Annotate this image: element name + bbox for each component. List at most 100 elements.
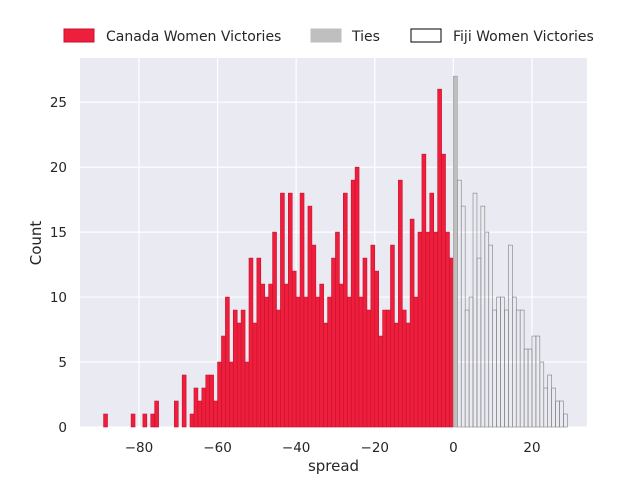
histogram-bar bbox=[386, 309, 391, 428]
histogram-bar bbox=[405, 322, 411, 428]
histogram-bar bbox=[350, 179, 356, 428]
series-1-bars bbox=[453, 75, 458, 428]
x-axis-label: spread bbox=[308, 457, 359, 475]
histogram-bar bbox=[252, 322, 258, 428]
histogram-bar bbox=[401, 309, 407, 428]
grid-lines bbox=[80, 58, 587, 428]
histogram-bar bbox=[441, 153, 446, 428]
y-tick-label: 25 bbox=[50, 95, 67, 111]
histogram-bar bbox=[362, 257, 368, 428]
histogram-bar bbox=[299, 192, 305, 428]
histogram-bar bbox=[366, 309, 372, 428]
histogram-bar bbox=[315, 296, 321, 428]
histogram-bar bbox=[272, 231, 277, 428]
histogram-bar bbox=[193, 387, 199, 428]
x-tick-label: 0 bbox=[449, 440, 458, 456]
histogram-bar bbox=[335, 231, 340, 428]
x-tick-label: −20 bbox=[361, 440, 390, 456]
histogram-bar bbox=[291, 270, 297, 428]
histogram-bar bbox=[213, 400, 218, 428]
histogram-bar bbox=[311, 244, 317, 428]
histogram-bar bbox=[453, 75, 458, 428]
histogram-bar bbox=[327, 296, 332, 428]
histogram-bar bbox=[280, 192, 285, 428]
y-tick-label: 15 bbox=[50, 225, 67, 241]
x-tick-label: −60 bbox=[203, 440, 232, 456]
histogram-bar bbox=[394, 322, 399, 428]
x-tick-labels: −80 −60 −40 −20 0 20 bbox=[125, 440, 541, 456]
histogram-bar bbox=[225, 296, 230, 428]
histogram-bar bbox=[323, 322, 328, 428]
histogram-bar bbox=[197, 400, 203, 428]
legend-swatch-ties bbox=[310, 28, 342, 43]
histogram-bar bbox=[433, 231, 438, 428]
histogram-bar bbox=[417, 231, 423, 428]
histogram-bar bbox=[295, 296, 301, 428]
histogram-bar bbox=[370, 244, 376, 428]
histogram-bar bbox=[256, 257, 262, 428]
legend-swatch-canada bbox=[63, 28, 95, 43]
histogram-bar bbox=[205, 374, 210, 428]
histogram-bar bbox=[343, 192, 348, 428]
histogram-bar bbox=[445, 231, 450, 428]
histogram-bar bbox=[398, 179, 403, 428]
histogram-bar bbox=[236, 322, 242, 428]
histogram-bar bbox=[449, 257, 454, 428]
histogram-bar bbox=[209, 374, 214, 428]
histogram-bar bbox=[150, 413, 155, 428]
histogram-bar bbox=[189, 413, 195, 428]
histogram-bar bbox=[244, 361, 250, 428]
histogram-bar bbox=[240, 309, 246, 428]
series-2-bars bbox=[457, 179, 568, 428]
histogram-bars bbox=[103, 75, 568, 428]
legend-label-canada: Canada Women Victories bbox=[106, 29, 281, 45]
histogram-bar bbox=[103, 413, 108, 428]
histogram-bar bbox=[307, 205, 313, 428]
histogram-bar bbox=[154, 400, 159, 428]
legend: Canada Women Victories Ties Fiji Women V… bbox=[63, 28, 594, 45]
histogram-bar bbox=[284, 283, 289, 428]
histogram-bar bbox=[413, 296, 419, 428]
y-tick-label: 0 bbox=[58, 420, 67, 436]
histogram-bar bbox=[232, 309, 238, 428]
legend-swatch-fiji bbox=[410, 28, 442, 43]
histogram-bar bbox=[181, 374, 187, 428]
histogram-bar bbox=[374, 270, 379, 428]
histogram-bar bbox=[358, 296, 364, 428]
histogram-bar bbox=[331, 257, 336, 428]
histogram-bar bbox=[201, 387, 207, 428]
histogram-bar bbox=[421, 153, 427, 428]
x-tick-label: 20 bbox=[523, 440, 540, 456]
series-0-bars bbox=[103, 88, 454, 428]
histogram-bar bbox=[268, 283, 273, 428]
histogram-bar bbox=[288, 192, 293, 428]
x-tick-label: −80 bbox=[125, 440, 154, 456]
histogram-bar bbox=[319, 283, 324, 428]
histogram-bar bbox=[390, 244, 395, 428]
histogram-bar bbox=[354, 166, 360, 428]
x-tick-label: −40 bbox=[282, 440, 311, 456]
histogram-bar bbox=[174, 400, 179, 428]
y-tick-label: 10 bbox=[50, 290, 67, 306]
legend-label-ties: Ties bbox=[351, 29, 380, 45]
histogram-bar bbox=[437, 88, 442, 428]
histogram-bar bbox=[276, 309, 281, 428]
histogram-bar bbox=[130, 413, 136, 428]
histogram-bar bbox=[346, 296, 352, 428]
histogram-bar bbox=[563, 413, 568, 428]
y-tick-label: 5 bbox=[58, 355, 67, 371]
histogram-bar bbox=[425, 231, 431, 428]
histogram-bar bbox=[260, 283, 266, 428]
histogram-bar bbox=[378, 335, 383, 428]
histogram-bar bbox=[429, 192, 435, 428]
y-axis-label: Count bbox=[27, 221, 45, 266]
histogram-bar bbox=[248, 257, 254, 428]
histogram-bar bbox=[409, 218, 415, 428]
histogram-bar bbox=[339, 283, 344, 428]
histogram-bar bbox=[303, 296, 309, 428]
histogram-bar bbox=[142, 413, 148, 428]
histogram-bar bbox=[221, 335, 226, 428]
histogram-bar bbox=[217, 361, 222, 428]
histogram-bar bbox=[382, 309, 387, 428]
